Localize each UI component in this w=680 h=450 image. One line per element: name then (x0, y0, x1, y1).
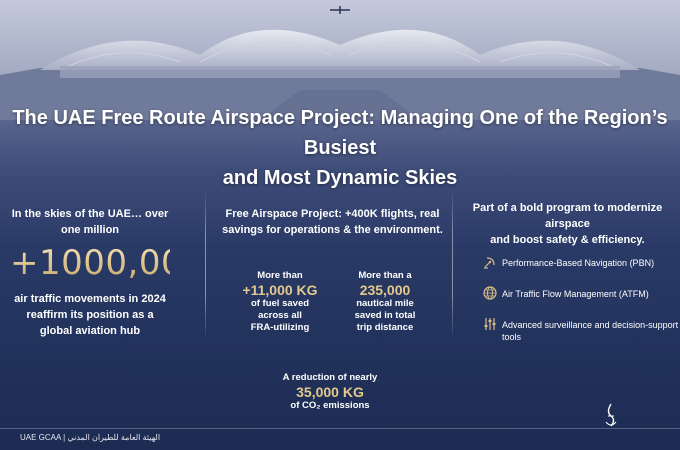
col1-description: air traffic movements in 2024 reaffirm i… (5, 291, 175, 339)
co2-pre: A reduction of nearly (282, 372, 378, 383)
column-divider-1 (205, 190, 206, 340)
globe-icon (483, 286, 497, 300)
fuel-line-2: across all (258, 310, 302, 321)
page-title: The UAE Free Route Airspace Project: Man… (0, 103, 680, 193)
sliders-icon (484, 318, 496, 330)
co2-reduction-stat: A reduction of nearly 35,000 KG of CO₂ e… (270, 372, 390, 412)
airplane-icon (330, 6, 350, 14)
distance-line-1: nautical mile (356, 298, 414, 309)
list-item-surveillance: Advanced surveillance and decision-suppo… (484, 318, 679, 343)
col1-intro-line-1: In the skies of the UAE… over (11, 208, 169, 220)
col1-desc-line-3: global aviation hub (39, 325, 141, 337)
title-line-2: and Most Dynamic Skies (222, 167, 458, 189)
col2-intro-line-1: Free Airspace Project: +400K flights, re… (225, 208, 440, 220)
col1-intro-line-2: one million (60, 224, 120, 236)
fuel-saved-stat: More than +11,000 KG of fuel saved acros… (230, 270, 330, 334)
co2-post: of CO₂ emissions (290, 400, 370, 411)
airport-terminal-illustration (0, 0, 680, 120)
footer-divider (0, 428, 680, 429)
col2-intro: Free Airspace Project: +400K flights, re… (215, 206, 450, 238)
list-item-surveillance-label-2: tools (502, 332, 522, 342)
col2-intro-line-2: savings for operations & the environment… (222, 224, 443, 236)
col3-intro-line-2: and boost safety & efficiency. (490, 234, 645, 246)
col3-intro: Part of a bold program to modernize airs… (460, 200, 675, 248)
list-item-pbn-label: Performance-Based Navigation (PBN) (502, 258, 655, 268)
gcaa-logo-icon (605, 403, 617, 427)
title-line-1: The UAE Free Route Airspace Project: Man… (12, 107, 668, 159)
list-item-atfm: Air Traffic Flow Management (ATFM) (483, 286, 649, 300)
column-divider-2 (452, 190, 453, 340)
co2-value: 35,000 KG (296, 384, 364, 400)
list-item-pbn: Performance-Based Navigation (PBN) (484, 257, 655, 269)
col3-intro-line-1: Part of a bold program to modernize airs… (472, 202, 663, 230)
distance-line-2: saved in total (354, 310, 416, 321)
distance-value: 235,000 (359, 282, 411, 298)
distance-line-3: trip distance (356, 322, 414, 333)
col1-intro: In the skies of the UAE… over one millio… (10, 206, 170, 238)
fuel-line-3: FRA-utilizing (250, 322, 310, 333)
list-item-surveillance-label-1: Advanced surveillance and decision-suppo… (502, 320, 679, 330)
fuel-value: +11,000 KG (242, 282, 318, 298)
footer-branding: UAE GCAA | الهيئة العامة للطيران المدني (20, 433, 161, 442)
col1-desc-line-2: reaffirm its position as a (26, 309, 154, 321)
flights-big-number: +1000,000 (10, 243, 206, 283)
satellite-dish-icon (484, 257, 495, 269)
col1-desc-line-1: air traffic movements in 2024 (14, 293, 166, 305)
distance-pre: More than a (358, 270, 412, 281)
fuel-pre: More than (257, 270, 303, 281)
list-item-atfm-label: Air Traffic Flow Management (ATFM) (502, 289, 649, 299)
fuel-line-1: of fuel saved (250, 298, 310, 309)
distance-saved-stat: More than a 235,000 nautical mile saved … (335, 270, 435, 334)
